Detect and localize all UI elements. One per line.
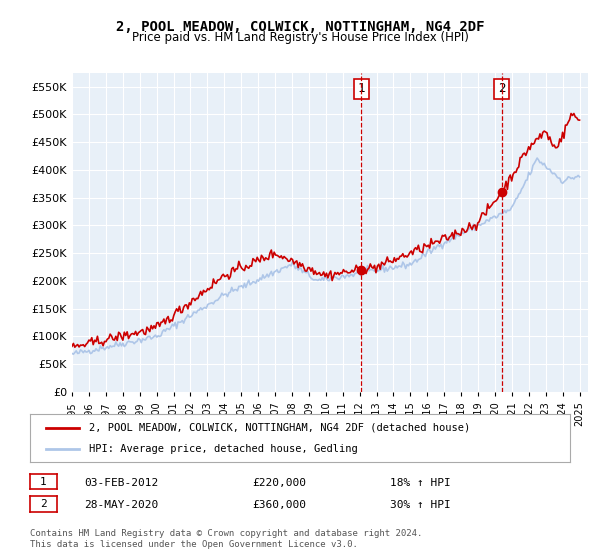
Text: 30% ↑ HPI: 30% ↑ HPI (390, 500, 451, 510)
Text: 1: 1 (358, 82, 365, 95)
Text: 2: 2 (40, 499, 47, 509)
Text: 03-FEB-2012: 03-FEB-2012 (84, 478, 158, 488)
Text: Price paid vs. HM Land Registry's House Price Index (HPI): Price paid vs. HM Land Registry's House … (131, 31, 469, 44)
Text: £220,000: £220,000 (252, 478, 306, 488)
Text: 2, POOL MEADOW, COLWICK, NOTTINGHAM, NG4 2DF: 2, POOL MEADOW, COLWICK, NOTTINGHAM, NG4… (116, 20, 484, 34)
Text: HPI: Average price, detached house, Gedling: HPI: Average price, detached house, Gedl… (89, 444, 358, 454)
Text: 2, POOL MEADOW, COLWICK, NOTTINGHAM, NG4 2DF (detached house): 2, POOL MEADOW, COLWICK, NOTTINGHAM, NG4… (89, 423, 470, 433)
Text: 18% ↑ HPI: 18% ↑ HPI (390, 478, 451, 488)
Text: 28-MAY-2020: 28-MAY-2020 (84, 500, 158, 510)
Text: Contains HM Land Registry data © Crown copyright and database right 2024.
This d: Contains HM Land Registry data © Crown c… (30, 529, 422, 549)
Text: £360,000: £360,000 (252, 500, 306, 510)
Text: 1: 1 (40, 477, 47, 487)
Text: 2: 2 (498, 82, 505, 95)
